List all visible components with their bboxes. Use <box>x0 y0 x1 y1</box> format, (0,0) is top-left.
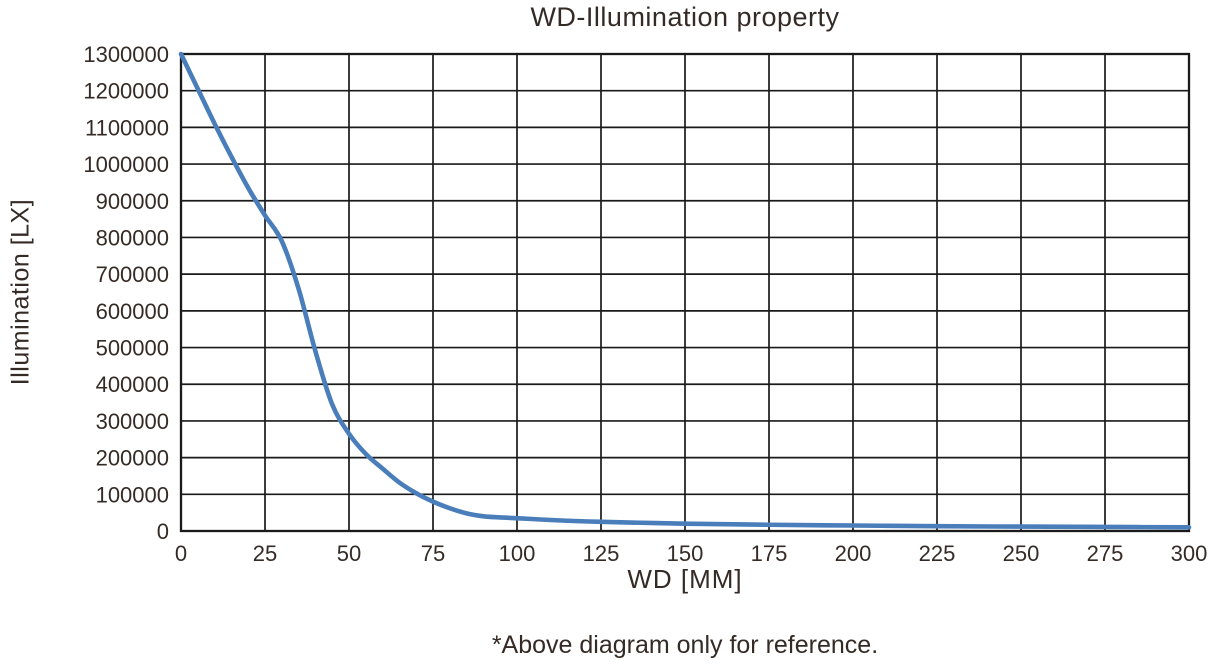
y-tick-label: 0 <box>157 519 169 544</box>
x-tick-label: 75 <box>421 541 445 566</box>
y-tick-label: 400000 <box>96 372 169 397</box>
plot-border <box>179 52 1191 533</box>
y-tick-label: 700000 <box>96 262 169 287</box>
y-tick-label: 800000 <box>96 225 169 250</box>
x-tick-label: 250 <box>1003 541 1040 566</box>
x-tick-label: 275 <box>1087 541 1124 566</box>
x-axis-title: WD [MM] <box>627 564 743 594</box>
y-tick-label: 200000 <box>96 446 169 471</box>
x-tick-label: 225 <box>919 541 956 566</box>
x-tick-label: 50 <box>337 541 361 566</box>
y-tick-label: 1000000 <box>83 152 169 177</box>
footnote: *Above diagram only for reference. <box>491 631 879 659</box>
x-tick-label: 100 <box>499 541 536 566</box>
x-tick-label: 200 <box>835 541 872 566</box>
x-tick-label: 175 <box>751 541 788 566</box>
y-tick-label: 900000 <box>96 189 169 214</box>
x-tick-label: 300 <box>1171 541 1208 566</box>
y-tick-label: 300000 <box>96 409 169 434</box>
y-tick-label: 1300000 <box>83 42 169 67</box>
y-tick-label: 500000 <box>96 336 169 361</box>
x-tick-label: 0 <box>175 541 187 566</box>
y-tick-label: 1200000 <box>83 79 169 104</box>
y-tick-label: 100000 <box>96 482 169 507</box>
x-tick-label: 25 <box>253 541 277 566</box>
chart-title: WD-Illumination property <box>530 2 840 32</box>
illumination-curve <box>178 51 1192 530</box>
x-tick-label: 150 <box>667 541 704 566</box>
y-tick-label: 1100000 <box>85 115 169 140</box>
x-tick-label: 125 <box>583 541 620 566</box>
y-tick-label: 600000 <box>96 299 169 324</box>
